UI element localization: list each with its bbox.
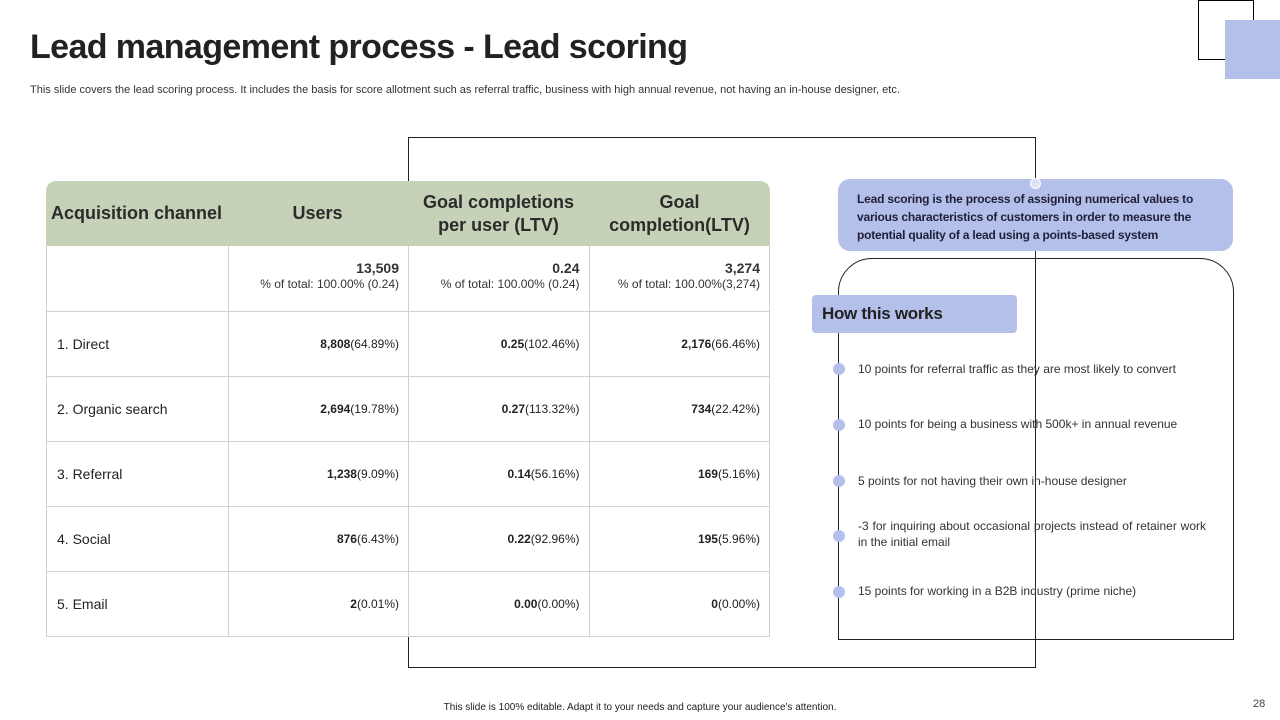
gpu-value: 0.27 (501, 402, 526, 416)
channel-table: Acquisition channel Users Goal completio… (46, 181, 770, 637)
totals-label-cell (47, 246, 228, 311)
gc-pct: (0.00%) (717, 597, 760, 611)
gc-cell: 734(22.42%) (588, 377, 770, 441)
table-body: 13,509 % of total: 100.00% (0.24) 0.24 %… (46, 246, 770, 637)
gpu-cell: 0.14(56.16%) (408, 442, 589, 506)
slide-subtitle: This slide covers the lead scoring proce… (30, 84, 900, 96)
table-row: 1. Direct 8,808(64.89%) 0.25(102.46%) 2,… (47, 311, 769, 376)
channel-cell: 2. Organic search (57, 401, 168, 417)
definition-callout: Lead scoring is the process of assigning… (838, 179, 1233, 251)
totals-users-value: 13,509 (356, 260, 399, 276)
users-cell: 2,694(19.78%) (227, 377, 409, 441)
totals-gpu-pct: % of total: 100.00% (0.24) (440, 277, 580, 291)
users-pct: (9.09%) (356, 467, 399, 481)
totals-gc-value: 3,274 (724, 260, 760, 276)
totals-gpu-cell: 0.24 % of total: 100.00% (0.24) (408, 246, 589, 311)
corner-decoration-block (1225, 20, 1280, 79)
gc-value: 0 (711, 597, 718, 611)
gpu-cell: 0.25(102.46%) (408, 312, 589, 376)
scoring-rule: 10 points for referral traffic as they a… (858, 362, 1176, 376)
gpu-cell: 0.00(0.00%) (408, 572, 589, 636)
header-goal-completion: Goal completion(LTV) (609, 191, 750, 235)
users-value: 876 (336, 532, 357, 546)
bullet-dot (833, 363, 845, 375)
gc-cell: 169(5.16%) (588, 442, 770, 506)
channel-cell: 4. Social (57, 531, 111, 547)
gpu-pct: (56.16%) (530, 467, 580, 481)
gc-value: 169 (697, 467, 718, 481)
scoring-rule: 5 points for not having their own in-hou… (858, 474, 1127, 488)
how-it-works-label: How this works (812, 295, 1017, 333)
scoring-rule: 10 points for being a business with 500k… (858, 417, 1178, 431)
users-value: 8,808 (320, 337, 351, 351)
bullet-dot (833, 530, 845, 542)
slide-title: Lead management process - Lead scoring (30, 28, 688, 66)
gpu-pct: (92.96%) (530, 532, 580, 546)
users-value: 2,694 (320, 402, 351, 416)
totals-row: 13,509 % of total: 100.00% (0.24) 0.24 %… (47, 246, 769, 311)
connector-dot (1030, 178, 1041, 189)
bullet-dot (833, 475, 845, 487)
users-value: 1,238 (326, 467, 357, 481)
table-row: 4. Social 876(6.43%) 0.22(92.96%) 195(5.… (47, 506, 769, 571)
table-row: 2. Organic search 2,694(19.78%) 0.27(113… (47, 376, 769, 441)
totals-gc-pct: % of total: 100.00%(3,274) (617, 277, 760, 291)
totals-gpu-value: 0.24 (552, 260, 580, 276)
gc-value: 2,176 (681, 337, 712, 351)
table-row: 5. Email 2(0.01%) 0.00(0.00%) 0(0.00%) (47, 571, 769, 636)
gpu-cell: 0.27(113.32%) (408, 377, 589, 441)
slide-footer: This slide is 100% editable. Adapt it to… (443, 702, 837, 713)
gpu-value: 0.14 (507, 467, 531, 481)
bullet-dot (833, 586, 845, 598)
users-cell: 876(6.43%) (227, 507, 409, 571)
gc-pct: (22.42%) (711, 402, 760, 416)
channel-cell: 3. Referral (57, 466, 123, 482)
gpu-value: 0.00 (514, 597, 538, 611)
gpu-pct: (113.32%) (525, 402, 580, 416)
table-row: 3. Referral 1,238(9.09%) 0.14(56.16%) 16… (47, 441, 769, 506)
channel-cell: 1. Direct (57, 336, 110, 352)
gpu-cell: 0.22(92.96%) (408, 507, 589, 571)
table-header: Acquisition channel Users Goal completio… (46, 181, 770, 246)
totals-users-pct: % of total: 100.00% (0.24) (260, 277, 399, 291)
how-it-works-panel (838, 258, 1234, 640)
users-cell: 2(0.01%) (227, 572, 409, 636)
users-value: 2 (350, 597, 357, 611)
bullet-dot (833, 419, 845, 431)
users-cell: 8,808(64.89%) (227, 312, 409, 376)
gpu-pct: (102.46%) (524, 337, 580, 351)
scoring-rule: -3 for inquiring about occasional projec… (858, 519, 1206, 549)
users-pct: (64.89%) (350, 337, 399, 351)
totals-gc-cell: 3,274 % of total: 100.00%(3,274) (588, 246, 770, 311)
header-users: Users (292, 203, 343, 223)
gc-pct: (66.46%) (711, 337, 760, 351)
gpu-pct: (0.00%) (537, 597, 580, 611)
page-number: 28 (1253, 698, 1266, 710)
gc-value: 734 (691, 402, 712, 416)
gc-cell: 2,176(66.46%) (588, 312, 770, 376)
gc-pct: (5.16%) (717, 467, 760, 481)
gc-value: 195 (697, 532, 718, 546)
header-acquisition-channel: Acquisition channel (50, 203, 223, 223)
channel-cell: 5. Email (57, 596, 108, 612)
users-pct: (0.01%) (356, 597, 399, 611)
gc-cell: 0(0.00%) (588, 572, 770, 636)
totals-users-cell: 13,509 % of total: 100.00% (0.24) (227, 246, 409, 311)
users-pct: (6.43%) (356, 532, 399, 546)
gc-pct: (5.96%) (717, 532, 760, 546)
users-cell: 1,238(9.09%) (227, 442, 409, 506)
header-goal-completions-per-user: Goal completions per user (LTV) (422, 191, 575, 235)
gpu-value: 0.22 (507, 532, 531, 546)
scoring-rule: 15 points for working in a B2B industry … (858, 584, 1137, 598)
gc-cell: 195(5.96%) (588, 507, 770, 571)
users-pct: (19.78%) (350, 402, 399, 416)
gpu-value: 0.25 (500, 337, 525, 351)
